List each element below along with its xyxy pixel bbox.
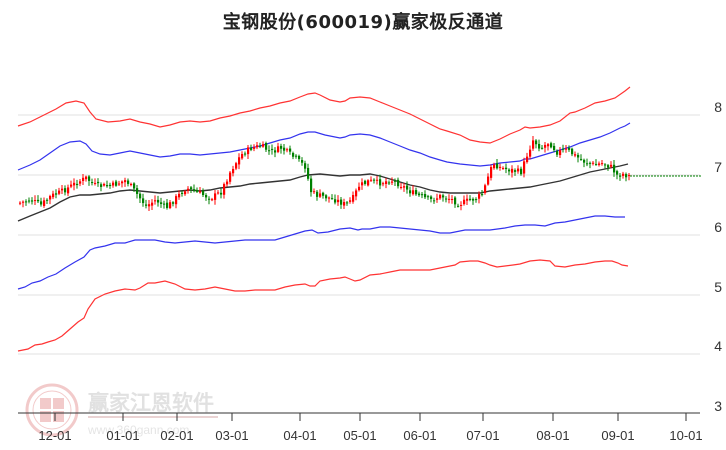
outer-lower-band [17, 259, 629, 352]
x-axis: 12-01 01-01 02-01 03-01 04-01 05-01 06-0… [18, 412, 703, 443]
y-tick-label: 5 [714, 279, 722, 295]
candlesticks [19, 136, 631, 212]
watermark-brand: 赢家江恩软件 [88, 391, 214, 415]
x-tick-label: 03-01 [215, 428, 248, 443]
y-tick-label: 8 [714, 99, 722, 115]
x-tick-label: 05-01 [343, 428, 376, 443]
watermark-url: www.360gann.com [87, 423, 189, 437]
inner-upper-band [17, 122, 631, 171]
x-tick-label: 02-01 [160, 428, 193, 443]
gridlines [18, 114, 700, 355]
y-tick-label: 4 [714, 338, 722, 354]
x-tick-label: 04-01 [283, 428, 316, 443]
middle-line [17, 163, 629, 222]
x-tick-label: 08-01 [536, 428, 569, 443]
x-tick-label: 01-01 [106, 428, 139, 443]
x-tick-label: 09-01 [601, 428, 634, 443]
inner-lower-band [17, 215, 625, 290]
y-tick-label: 6 [714, 219, 722, 235]
x-tick-label: 07-01 [466, 428, 499, 443]
x-tick-label: 12-01 [38, 428, 71, 443]
y-tick-label: 3 [714, 398, 722, 414]
watermark: 赢家江恩软件 www.360gann.com [25, 383, 218, 437]
y-tick-label: 7 [714, 159, 722, 175]
y-axis: 8 7 6 5 4 3 [714, 99, 722, 414]
chart-title: 宝钢股份(600019)赢家极反通道 [222, 12, 504, 33]
x-tick-label: 10-01 [669, 428, 702, 443]
outer-upper-band [17, 86, 631, 144]
x-tick-label: 06-01 [403, 428, 436, 443]
seal-icon [25, 383, 79, 437]
